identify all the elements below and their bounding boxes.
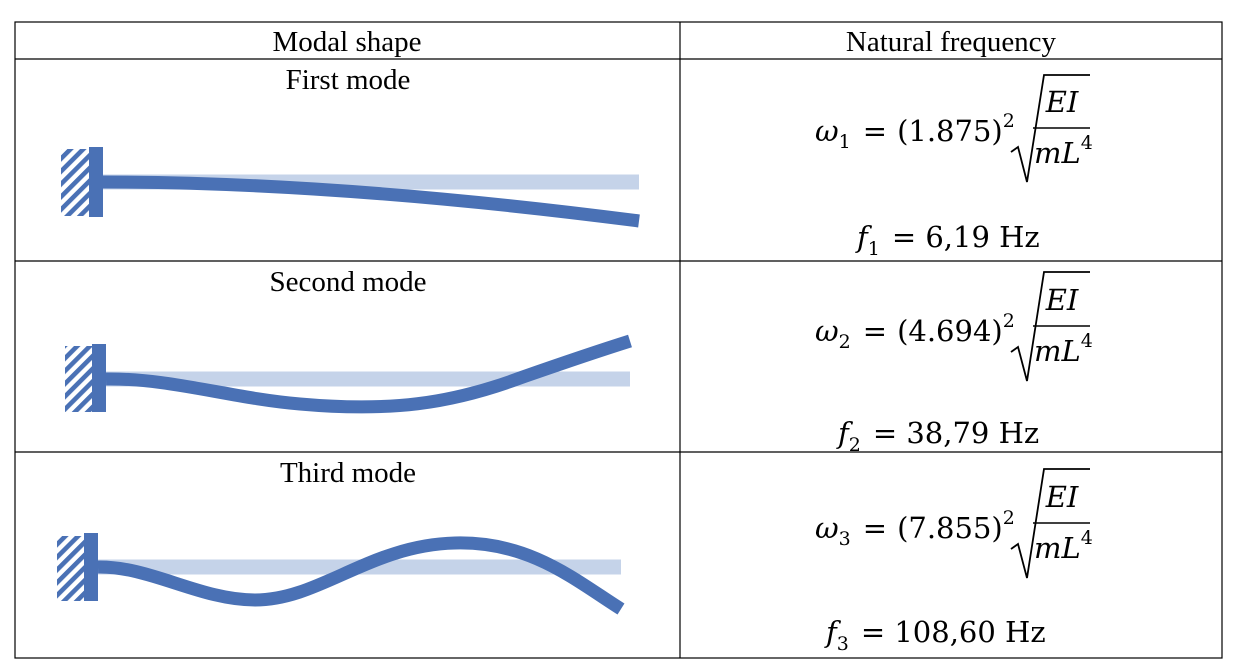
svg-text:EI: EI xyxy=(1045,85,1079,119)
table-row: Third mode ω3 = (7.855)2 EI mL4 f3 = 108,60… xyxy=(57,457,1093,655)
svg-text:mL4: mL4 xyxy=(1034,132,1093,170)
header-modal-shape: Modal shape xyxy=(273,26,422,58)
svg-text:EI: EI xyxy=(1045,480,1079,514)
fixed-support-hatch-icon xyxy=(61,149,90,216)
omega-formula: ω3 = (7.855)2 EI mL4 xyxy=(815,468,1093,579)
mode-title: Third mode xyxy=(280,457,416,489)
svg-text:mL4: mL4 xyxy=(1034,527,1093,565)
deformed-beam xyxy=(97,536,625,615)
mode-shape-drawing xyxy=(61,147,640,228)
omega-formula: ω2 = (4.694)2 EI mL4 xyxy=(815,271,1093,382)
table-grid xyxy=(14,21,1223,659)
table-row: Second mode ω2 = (4.694)2 EI mL4 f2 = 38,79… xyxy=(65,266,1093,456)
support-plate xyxy=(89,147,103,217)
mode-shape-drawing xyxy=(65,334,632,414)
svg-text:mL4: mL4 xyxy=(1034,330,1093,368)
omega-formula: ω1 = (1.875)2 EI mL4 xyxy=(815,74,1093,183)
support-plate xyxy=(92,344,106,412)
frequency-value: f3 = 108,60 Hz xyxy=(824,615,1046,655)
support-plate xyxy=(84,533,98,601)
table-row: First mode ω1 = (1.875)2 EI mL4 f1 = 6,19 H… xyxy=(61,64,1093,260)
frequency-value: f2 = 38,79 Hz xyxy=(836,416,1039,456)
fixed-support-hatch-icon xyxy=(65,346,93,412)
deformed-beam xyxy=(105,334,632,414)
svg-text:ω2=(4.694)2: ω2 = (4.694)2 xyxy=(815,310,1015,353)
mode-shape-drawing xyxy=(57,533,625,615)
svg-text:EI: EI xyxy=(1045,283,1079,317)
svg-text:ω3=(7.855)2: ω3 = (7.855)2 xyxy=(815,507,1015,550)
fixed-support-hatch-icon xyxy=(57,536,85,601)
frequency-value: f1 = 6,19 Hz xyxy=(855,220,1040,260)
header-natural-frequency: Natural frequency xyxy=(846,26,1057,58)
mode-title: First mode xyxy=(286,64,411,96)
svg-text:ω1=(1.875)2: ω1 = (1.875)2 xyxy=(815,110,1015,153)
mode-title: Second mode xyxy=(269,266,426,298)
deformed-beam xyxy=(102,175,640,228)
